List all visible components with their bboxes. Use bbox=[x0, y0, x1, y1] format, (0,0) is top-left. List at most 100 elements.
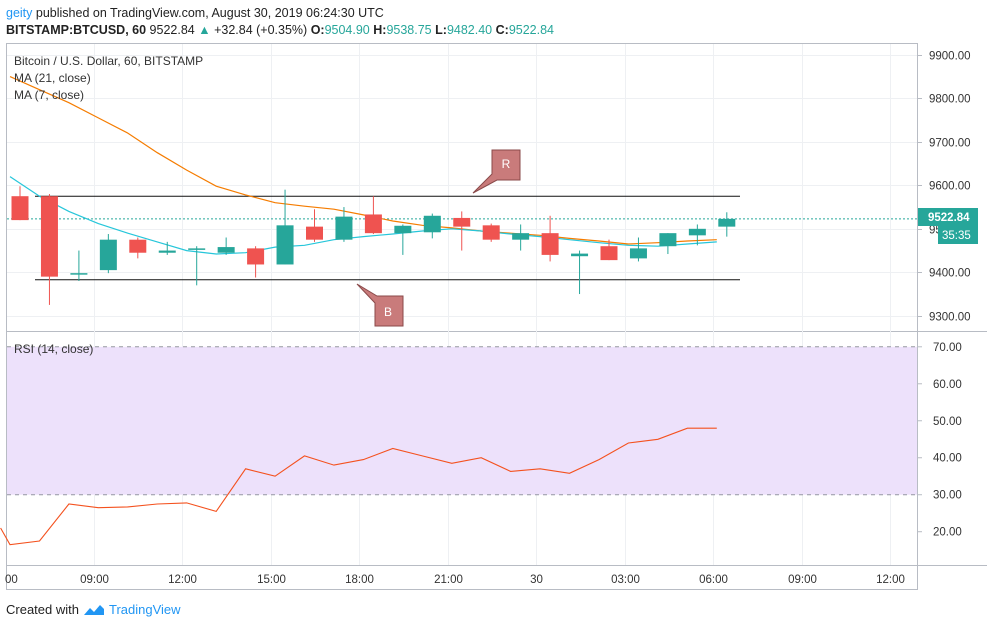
chart-title: Bitcoin / U.S. Dollar, 60, BITSTAMP bbox=[14, 54, 203, 68]
candle-body bbox=[70, 273, 88, 275]
close-value: 9522.84 bbox=[508, 23, 554, 37]
candles bbox=[11, 186, 736, 305]
time-tick-label: 06:00 bbox=[699, 574, 728, 586]
current-price-tag: 9522.84 35:35 bbox=[918, 208, 978, 244]
rsi-tick-label: 70.00 bbox=[933, 342, 962, 354]
candle-body bbox=[718, 218, 736, 227]
candle bbox=[600, 239, 618, 261]
rsi-line bbox=[0, 427, 717, 546]
time-axis[interactable]: 09:00 12:00 15:00 18:00 21:00 30 03:00 06:00 09:… bbox=[5, 574, 905, 586]
countdown-bg bbox=[938, 226, 978, 244]
tradingview-brand-link[interactable]: TradingView bbox=[108, 602, 181, 617]
rsi-tick-label: 40.00 bbox=[933, 453, 962, 465]
candle bbox=[718, 212, 736, 237]
candle bbox=[276, 189, 294, 265]
ma7-legend: MA (7, close) bbox=[14, 88, 84, 102]
candle-body bbox=[335, 216, 353, 240]
time-tick-label: 12:00 bbox=[876, 574, 905, 586]
low-value: 9482.40 bbox=[446, 23, 493, 37]
support-callout[interactable]: B bbox=[356, 283, 404, 327]
candle-body bbox=[99, 239, 117, 271]
author-link[interactable]: geity bbox=[6, 6, 33, 20]
price-axis[interactable]: 9300.009400.009500.009600.009700.009800.… bbox=[917, 51, 971, 324]
open-label: O: bbox=[310, 23, 325, 37]
open-value: 9504.90 bbox=[324, 23, 370, 37]
candle-body bbox=[129, 239, 147, 253]
candle-body bbox=[158, 250, 176, 253]
created-with-label: Created with bbox=[6, 602, 79, 617]
candle bbox=[70, 250, 88, 281]
candle bbox=[217, 237, 235, 255]
candle bbox=[482, 223, 500, 242]
candle bbox=[99, 234, 117, 274]
rsi-band bbox=[7, 346, 917, 496]
candle bbox=[335, 207, 353, 242]
resistance-callout-label: R bbox=[502, 157, 511, 171]
price-tick-label: 9700.00 bbox=[929, 138, 971, 150]
price-tick-label: 9900.00 bbox=[929, 51, 971, 63]
candle-body bbox=[453, 217, 471, 227]
price-change: +32.84 (+0.35%) bbox=[214, 23, 308, 37]
candle bbox=[188, 246, 206, 286]
candle bbox=[659, 233, 677, 255]
candle-body bbox=[364, 214, 382, 234]
publish-info: geity published on TradingView.com, Augu… bbox=[6, 5, 384, 21]
candle bbox=[129, 237, 147, 259]
symbol-label: BITSTAMP:BTCUSD, 60 bbox=[6, 23, 147, 37]
close-label: C: bbox=[495, 23, 509, 37]
candle-body bbox=[659, 233, 677, 247]
candle bbox=[688, 224, 706, 246]
time-tick-label: 12:00 bbox=[168, 574, 197, 586]
footer: Created with TradingView bbox=[6, 602, 181, 617]
rsi-tick-label: 50.00 bbox=[933, 416, 962, 428]
change-up-icon: ▲ bbox=[198, 23, 211, 37]
time-tick-label: 09:00 bbox=[80, 574, 109, 586]
price-tick-label: 9600.00 bbox=[929, 181, 971, 193]
time-tick-label: 03:00 bbox=[611, 574, 640, 586]
candle-body bbox=[423, 215, 441, 233]
candle bbox=[247, 246, 265, 278]
support-resistance-lines bbox=[7, 195, 917, 281]
candle-body bbox=[482, 225, 500, 240]
support-callout-shape bbox=[356, 283, 404, 327]
time-tick-label-partial: 00 bbox=[5, 574, 18, 586]
rsi-legend: RSI (14, close) bbox=[14, 342, 93, 356]
price-tag-value: 9522.84 bbox=[928, 212, 970, 224]
candle-body bbox=[188, 248, 206, 250]
candle-body bbox=[217, 247, 235, 253]
candle bbox=[453, 211, 471, 251]
time-tick-label: 21:00 bbox=[434, 574, 463, 586]
support-callout-label: B bbox=[384, 305, 392, 319]
candle bbox=[423, 213, 441, 239]
candle bbox=[394, 224, 412, 255]
candle bbox=[629, 237, 647, 262]
rsi-line-group bbox=[0, 427, 717, 546]
ma21-legend: MA (21, close) bbox=[14, 71, 91, 85]
rsi-tick-label: 30.00 bbox=[933, 490, 962, 502]
time-tick-label: 18:00 bbox=[345, 574, 374, 586]
ma7-line bbox=[9, 176, 717, 255]
time-tick-label: 15:00 bbox=[257, 574, 286, 586]
published-text: published on TradingView.com, August 30,… bbox=[35, 6, 384, 20]
tradingview-logo-icon bbox=[83, 604, 104, 615]
high-value: 9538.75 bbox=[386, 23, 432, 37]
resistance-callout[interactable]: R bbox=[472, 149, 521, 194]
high-label: H: bbox=[373, 23, 387, 37]
candle bbox=[541, 215, 559, 262]
time-tick-label: 30 bbox=[530, 574, 543, 586]
candle-body bbox=[306, 226, 323, 240]
candle-body bbox=[276, 225, 294, 265]
candle bbox=[306, 209, 323, 242]
candle-body bbox=[541, 233, 559, 255]
rsi-tick-label: 60.00 bbox=[933, 379, 962, 391]
symbol-ohlc-line: BITSTAMP:BTCUSD, 60 9522.84 ▲ +32.84 (+0… bbox=[6, 22, 554, 38]
candle-body bbox=[688, 228, 706, 236]
rsi-axis[interactable]: 20.00 30.00 40.00 50.00 60.00 70.00 bbox=[917, 342, 962, 539]
price-tick-label: 9800.00 bbox=[929, 94, 971, 106]
candle-body bbox=[512, 233, 530, 240]
time-tick-label: 09:00 bbox=[788, 574, 817, 586]
rsi-tick-label: 20.00 bbox=[933, 527, 962, 539]
candle-body bbox=[629, 248, 647, 259]
candle-body bbox=[11, 196, 29, 221]
